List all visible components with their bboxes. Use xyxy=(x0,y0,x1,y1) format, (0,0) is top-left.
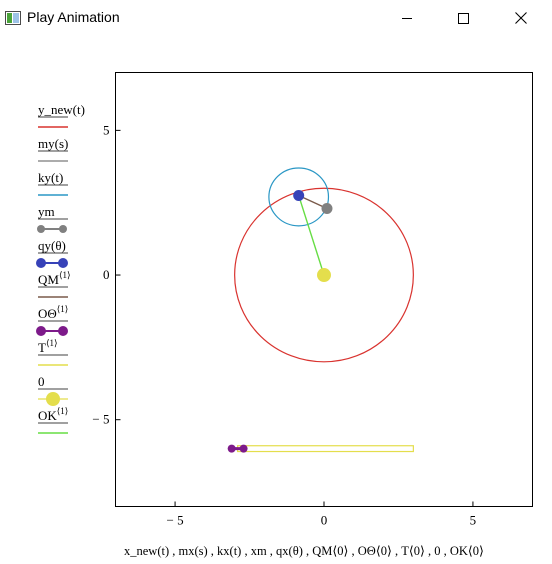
legend-item-o-label: OΘ⟨1⟩ xyxy=(38,304,68,321)
y-tick-label-1: 0 xyxy=(103,267,110,282)
x-tick-label-2: 5 xyxy=(470,513,477,528)
legend-item-qy-swatch-dot-b xyxy=(58,258,68,268)
window-title: Play Animation xyxy=(27,9,120,25)
legend-item-ym-label: ym xyxy=(38,204,55,219)
maximize-icon xyxy=(457,12,469,24)
legend-item-0-swatch-dot xyxy=(46,392,60,406)
series-0-point xyxy=(317,268,331,283)
legend-item-qm-superscript: ⟨1⟩ xyxy=(59,270,71,280)
legend-item-my-s-label: my(s) xyxy=(38,136,68,151)
legend-item-qy-label: qy(θ) xyxy=(38,238,66,253)
legend-item-o-swatch-dot-b xyxy=(58,326,68,336)
x-axis-label: x_new(t) , mx(s) , kx(t) , xm , qx(θ) , … xyxy=(124,544,484,558)
legend-item-t-label: T⟨1⟩ xyxy=(38,338,57,355)
legend-item-ok-label: OK⟨1⟩ xyxy=(38,406,68,423)
legend-item-qy-swatch-dot-a xyxy=(36,258,46,268)
app-icon xyxy=(5,11,21,25)
legend-item-t-superscript: ⟨1⟩ xyxy=(46,338,58,348)
y-tick-label-2: − 5 xyxy=(92,412,109,427)
legend-item-ym-swatch-dot-a xyxy=(37,225,45,233)
legend-item-ky-t-label: ky(t) xyxy=(38,170,63,185)
legend-item-ym-swatch-dot-b xyxy=(59,225,67,233)
plot-frame xyxy=(115,72,533,507)
legend-item-0-label: 0 xyxy=(38,374,45,389)
legend-item-y-new-t-label: y_new(t) xyxy=(38,102,85,117)
legend-item-qm-label: QM⟨1⟩ xyxy=(38,270,70,287)
x-tick-label-0: − 5 xyxy=(167,513,184,528)
series-ky-t-circle xyxy=(268,167,330,227)
title-bar: Play Animation xyxy=(0,0,552,36)
close-icon xyxy=(515,12,527,24)
series-o-1-point-end xyxy=(239,444,248,453)
series-y-new-t-circle xyxy=(234,187,414,363)
series-o-1-point-start xyxy=(227,444,236,453)
close-button[interactable] xyxy=(498,0,544,36)
minimize-icon xyxy=(402,18,412,19)
legend-item-o-swatch-dot-a xyxy=(36,326,46,336)
x-tick-label-1: 0 xyxy=(321,513,328,528)
series-qy-point xyxy=(293,189,305,201)
maximize-button[interactable] xyxy=(440,0,486,36)
legend-item-ok-superscript: ⟨1⟩ xyxy=(57,406,69,416)
series-ok-1-segment xyxy=(298,195,325,276)
minimize-button[interactable] xyxy=(384,0,430,36)
legend-item-o-superscript: ⟨1⟩ xyxy=(57,304,69,314)
series-ym-point xyxy=(321,202,333,214)
y-tick-label-0: 5 xyxy=(103,122,110,137)
